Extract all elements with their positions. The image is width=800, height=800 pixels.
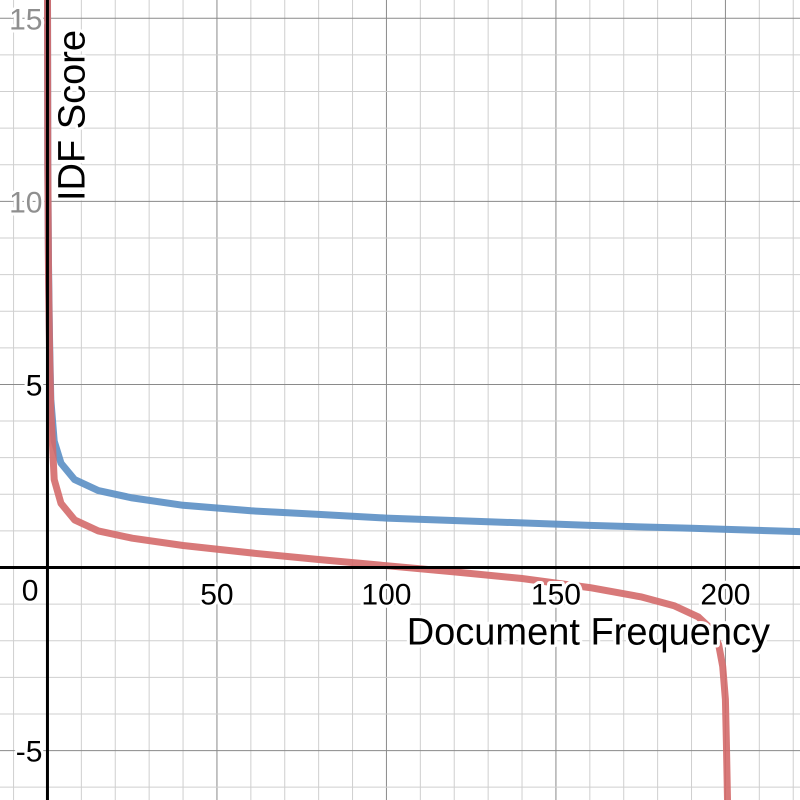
y-tick-label: 5 [26, 369, 43, 402]
tick-labels: 50 100 150 200 15 10 5 -5 [6, 0, 753, 771]
x-tick-label: 200 [700, 579, 750, 612]
x-tick-label: 150 [531, 579, 581, 612]
y-tick-label: 15 [9, 3, 42, 36]
y-tick-label: 10 [9, 186, 42, 219]
y-tick-label: -5 [16, 736, 43, 769]
curves [44, 0, 800, 800]
x-axis-title: Document Frequency [407, 612, 770, 654]
x-tick-label: 50 [200, 579, 233, 612]
y-axis-title: IDF Score [51, 30, 93, 201]
series-1-line [44, 0, 800, 536]
origin-label: 0 [22, 575, 39, 608]
x-tick-label: 100 [361, 579, 411, 612]
series-2-line [44, 0, 731, 800]
